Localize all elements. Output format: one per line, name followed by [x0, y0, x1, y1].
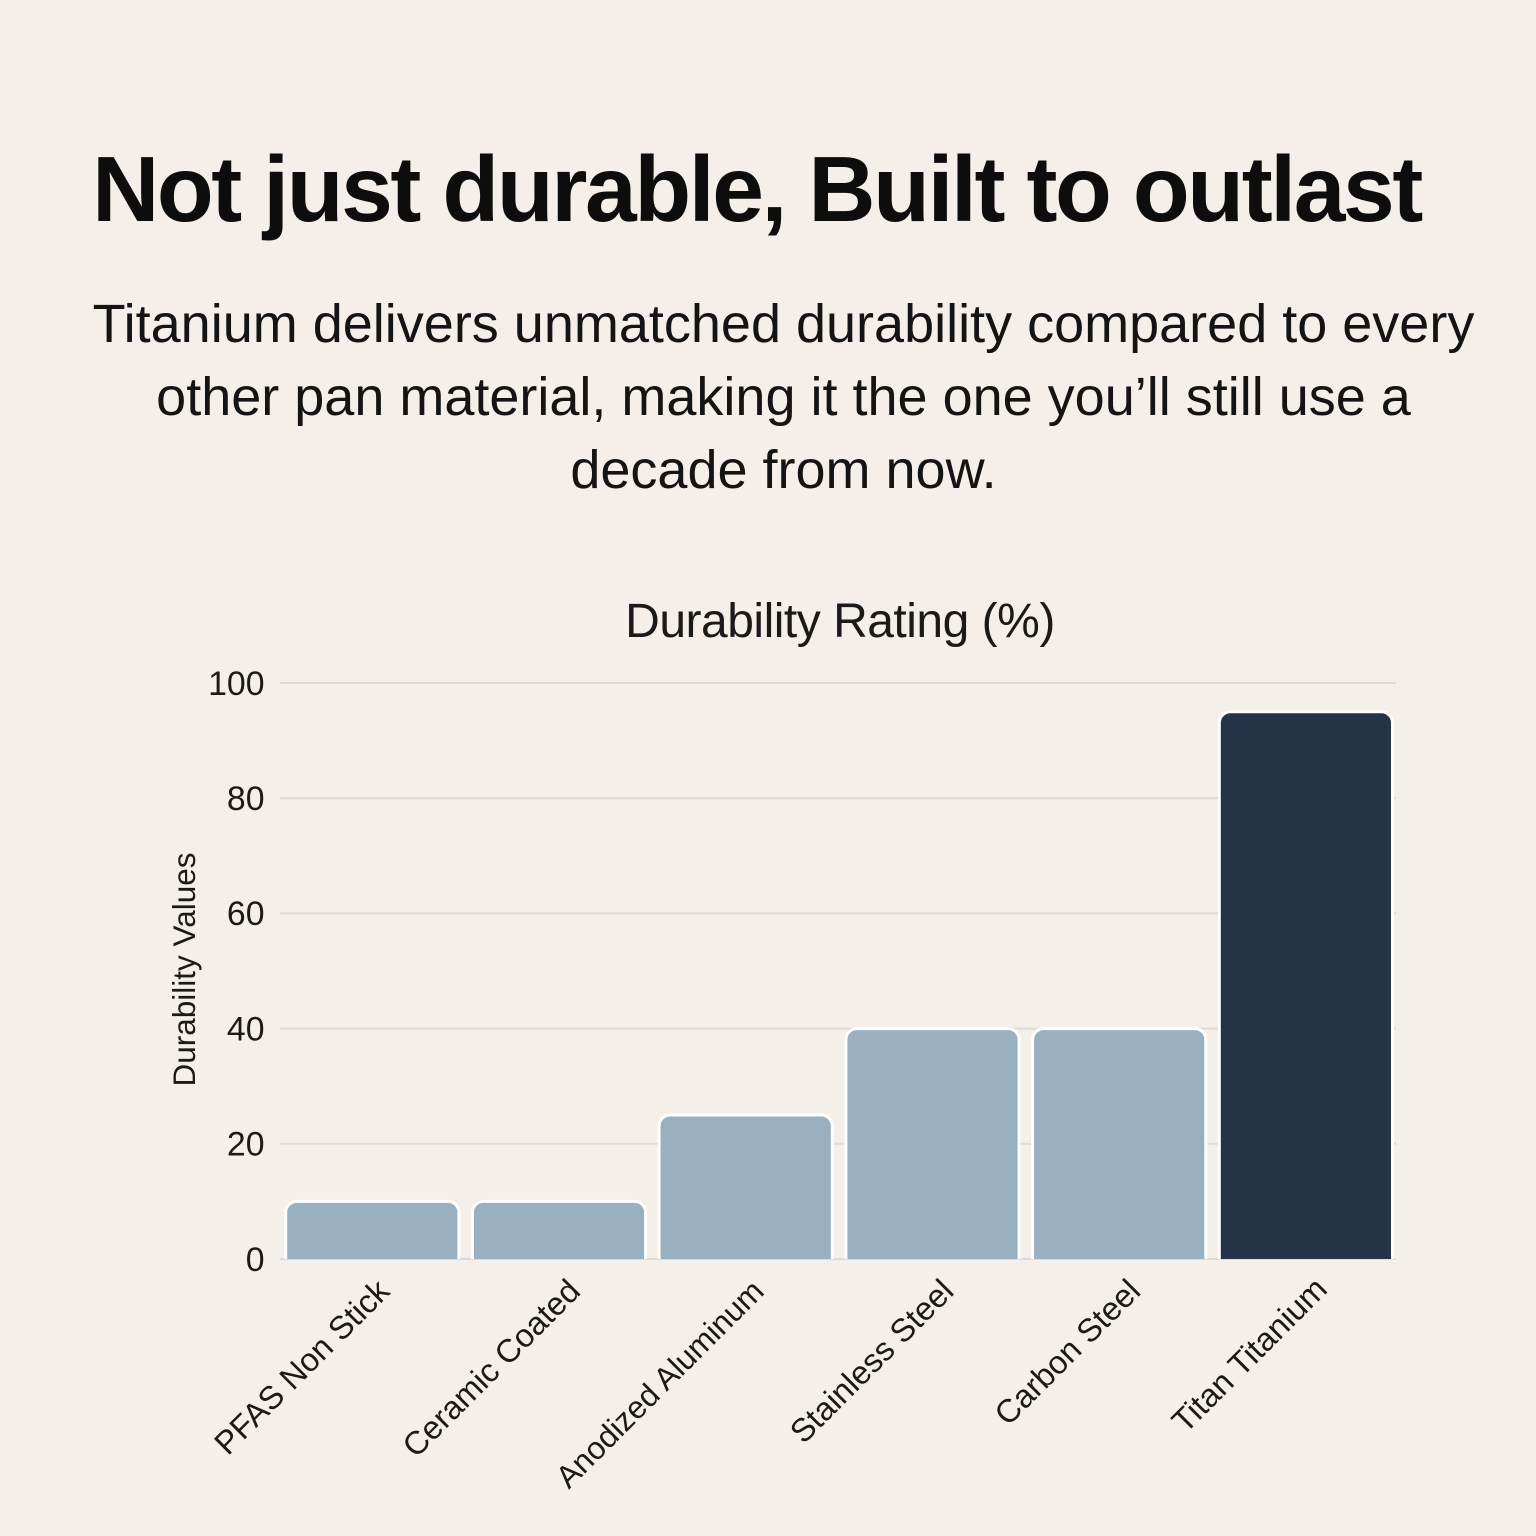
svg-text:Titan Titanium: Titan Titanium	[1165, 1270, 1334, 1439]
svg-text:60: 60	[227, 895, 265, 933]
svg-text:80: 80	[227, 780, 265, 818]
svg-text:Ceramic Coated: Ceramic Coated	[395, 1272, 587, 1464]
svg-text:Durability Values: Durability Values	[166, 852, 202, 1086]
svg-text:Carbon Steel: Carbon Steel	[988, 1272, 1148, 1432]
svg-text:Durability Rating (%): Durability Rating (%)	[625, 595, 1055, 648]
svg-text:40: 40	[227, 1010, 265, 1048]
svg-text:100: 100	[208, 665, 264, 703]
svg-text:Anodized Aluminum: Anodized Aluminum	[548, 1272, 770, 1494]
svg-text:Stainless Steel: Stainless Steel	[783, 1272, 960, 1449]
svg-text:20: 20	[227, 1126, 265, 1164]
svg-text:PFAS Non Stick: PFAS Non Stick	[207, 1272, 396, 1461]
svg-text:0: 0	[246, 1241, 265, 1279]
